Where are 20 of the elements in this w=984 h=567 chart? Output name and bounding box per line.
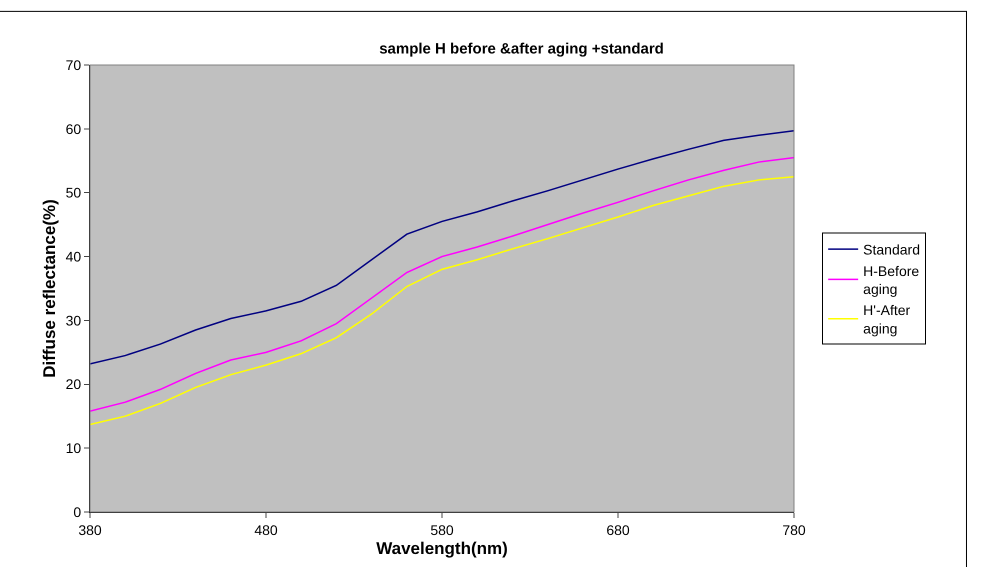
legend-label: Standard (863, 242, 920, 258)
x-tick-label: 380 (78, 522, 102, 538)
legend-label: H-Before aging (863, 262, 920, 297)
x-tick-label: 480 (254, 522, 278, 538)
y-tick-label: 60 (66, 120, 82, 137)
y-axis-title: Diffuse reflectance(%) (40, 199, 60, 378)
y-tick-label: 20 (66, 376, 82, 392)
y-tick-label: 10 (66, 440, 82, 456)
x-tick-label: 680 (606, 522, 630, 538)
y-tick-label: 0 (73, 504, 82, 520)
line-series (90, 130, 794, 365)
x-tick-label: 580 (430, 522, 454, 538)
legend-label: H'-After aging (863, 302, 911, 336)
y-tick-label: 50 (66, 184, 82, 201)
y-tick-label: 30 (66, 312, 82, 328)
x-tick-label: 780 (782, 522, 806, 538)
y-tick-label: 70 (66, 56, 82, 73)
chart-title: sample H before &after aging +standard (379, 40, 664, 58)
x-axis-title: Wavelength(nm) (376, 539, 508, 558)
y-tick-label: 40 (66, 248, 82, 264)
